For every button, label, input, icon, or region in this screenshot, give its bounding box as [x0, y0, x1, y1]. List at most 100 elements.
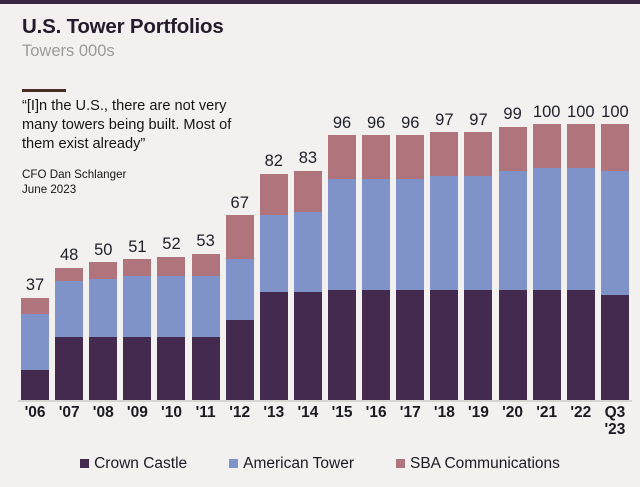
stacked-bar[interactable]: 100 [532, 104, 561, 400]
segment-crown-castle[interactable] [123, 336, 152, 400]
stacked-bar[interactable]: 53 [191, 233, 220, 400]
stacked-bar[interactable]: 50 [89, 242, 118, 400]
header-block: U.S. Tower Portfolios Towers 000s [22, 15, 442, 61]
segment-crown-castle[interactable] [157, 336, 186, 400]
segment-american-tower[interactable] [498, 170, 527, 290]
segment-american-tower[interactable] [55, 281, 84, 337]
segment-crown-castle[interactable] [498, 289, 527, 400]
stacked-bar[interactable]: 100 [566, 104, 595, 400]
bar-slot: 83 [291, 4, 325, 400]
segment-sba-communications[interactable] [566, 124, 595, 169]
stacked-bar[interactable]: 99 [498, 106, 527, 400]
bar-slot: 48 [52, 4, 86, 400]
segment-sba-communications[interactable] [89, 262, 118, 279]
segment-american-tower[interactable] [532, 168, 561, 290]
segment-crown-castle[interactable] [89, 336, 118, 400]
segment-crown-castle[interactable] [21, 369, 50, 400]
stacked-bar[interactable]: 48 [55, 247, 84, 400]
segment-american-tower[interactable] [600, 170, 629, 296]
x-axis-tick-label: '16 [365, 404, 387, 421]
stacked-bar[interactable]: 37 [21, 277, 50, 400]
segment-crown-castle[interactable] [464, 289, 493, 400]
segment-american-tower[interactable] [123, 275, 152, 337]
bar-slot: 100 [598, 4, 632, 400]
legend-item-sba-communications[interactable]: SBA Communications [395, 454, 560, 472]
segment-sba-communications[interactable] [600, 124, 629, 171]
bar-value-label: 96 [401, 113, 420, 132]
segment-american-tower[interactable] [464, 176, 493, 290]
bar-value-label: 96 [366, 113, 386, 132]
segment-sba-communications[interactable] [21, 297, 50, 315]
legend-label: Crown Castle [94, 454, 188, 472]
segment-sba-communications[interactable] [328, 135, 357, 180]
segment-crown-castle[interactable] [396, 289, 425, 400]
segment-crown-castle[interactable] [566, 289, 595, 400]
segment-crown-castle[interactable] [191, 336, 220, 400]
segment-crown-castle[interactable] [328, 289, 357, 400]
segment-american-tower[interactable] [259, 215, 288, 293]
x-axis-tick-label: '21 [536, 404, 558, 421]
bar-slot: 50 [86, 4, 120, 400]
stacked-bar[interactable]: 96 [362, 115, 391, 400]
segment-crown-castle[interactable] [225, 319, 254, 400]
segment-crown-castle[interactable] [55, 336, 84, 400]
legend-item-american-tower[interactable]: American Tower [229, 455, 354, 472]
segment-sba-communications[interactable] [123, 259, 152, 276]
top-rule [0, 0, 640, 4]
segment-sba-communications[interactable] [396, 135, 425, 180]
stacked-bar[interactable]: 100 [600, 104, 629, 400]
segment-crown-castle[interactable] [259, 292, 288, 400]
segment-crown-castle[interactable] [430, 289, 459, 400]
segment-crown-castle[interactable] [532, 289, 561, 400]
stacked-bar[interactable]: 52 [157, 236, 186, 400]
bar-value-label: 53 [196, 232, 215, 251]
bar-slot: 96 [325, 4, 359, 400]
segment-crown-castle[interactable] [293, 292, 322, 400]
x-axis-tick-label: '12 [229, 404, 251, 421]
segment-american-tower[interactable] [293, 212, 322, 293]
x-axis-tick-label: '14 [297, 404, 319, 421]
segment-sba-communications[interactable] [293, 170, 322, 213]
stacked-bar[interactable]: 96 [396, 115, 425, 400]
stacked-bar[interactable]: 96 [328, 115, 357, 400]
segment-american-tower[interactable] [566, 168, 595, 290]
segment-sba-communications[interactable] [55, 267, 84, 282]
segment-sba-communications[interactable] [225, 215, 254, 260]
bar-slot: 97 [461, 4, 495, 400]
stacked-bar[interactable]: 97 [464, 112, 493, 400]
stacked-bar[interactable]: 82 [259, 153, 288, 400]
segment-sba-communications[interactable] [464, 132, 493, 177]
segment-sba-communications[interactable] [191, 253, 220, 276]
bar-slot: 100 [564, 4, 598, 400]
segment-american-tower[interactable] [225, 259, 254, 320]
segment-american-tower[interactable] [430, 176, 459, 290]
segment-american-tower[interactable] [362, 179, 391, 290]
segment-sba-communications[interactable] [362, 135, 391, 180]
bar-group: 37 48 50 51 52 53 67 82 83 96 96 96 97 97 99 100 100 100 [18, 4, 632, 400]
x-axis-tick-label: '20 [502, 404, 524, 421]
bar-value-label: 82 [264, 152, 283, 171]
segment-sba-communications[interactable] [532, 124, 561, 169]
segment-crown-castle[interactable] [600, 295, 629, 400]
segment-american-tower[interactable] [21, 314, 50, 370]
legend-item-crown-castle[interactable]: Crown Castle [80, 454, 188, 472]
x-axis-tick-label: '10 [161, 404, 182, 421]
segment-sba-communications[interactable] [157, 256, 186, 276]
segment-american-tower[interactable] [157, 275, 186, 337]
segment-sba-communications[interactable] [259, 173, 288, 216]
stacked-bar[interactable]: 67 [225, 195, 254, 400]
legend-label: SBA Communications [409, 454, 560, 472]
segment-american-tower[interactable] [328, 179, 357, 290]
stacked-bar[interactable]: 97 [430, 112, 459, 400]
segment-crown-castle[interactable] [362, 289, 391, 400]
segment-american-tower[interactable] [191, 275, 220, 337]
stacked-bar[interactable]: 51 [123, 239, 152, 400]
segment-sba-communications[interactable] [498, 126, 527, 171]
segment-sba-communications[interactable] [430, 132, 459, 177]
segment-american-tower[interactable] [89, 278, 118, 337]
x-axis-tick-label: '22 [570, 404, 592, 421]
legend-swatch-icon [80, 458, 90, 468]
stacked-bar[interactable]: 83 [293, 150, 322, 400]
segment-american-tower[interactable] [396, 179, 425, 290]
x-axis-tick-label: '17 [399, 404, 421, 421]
